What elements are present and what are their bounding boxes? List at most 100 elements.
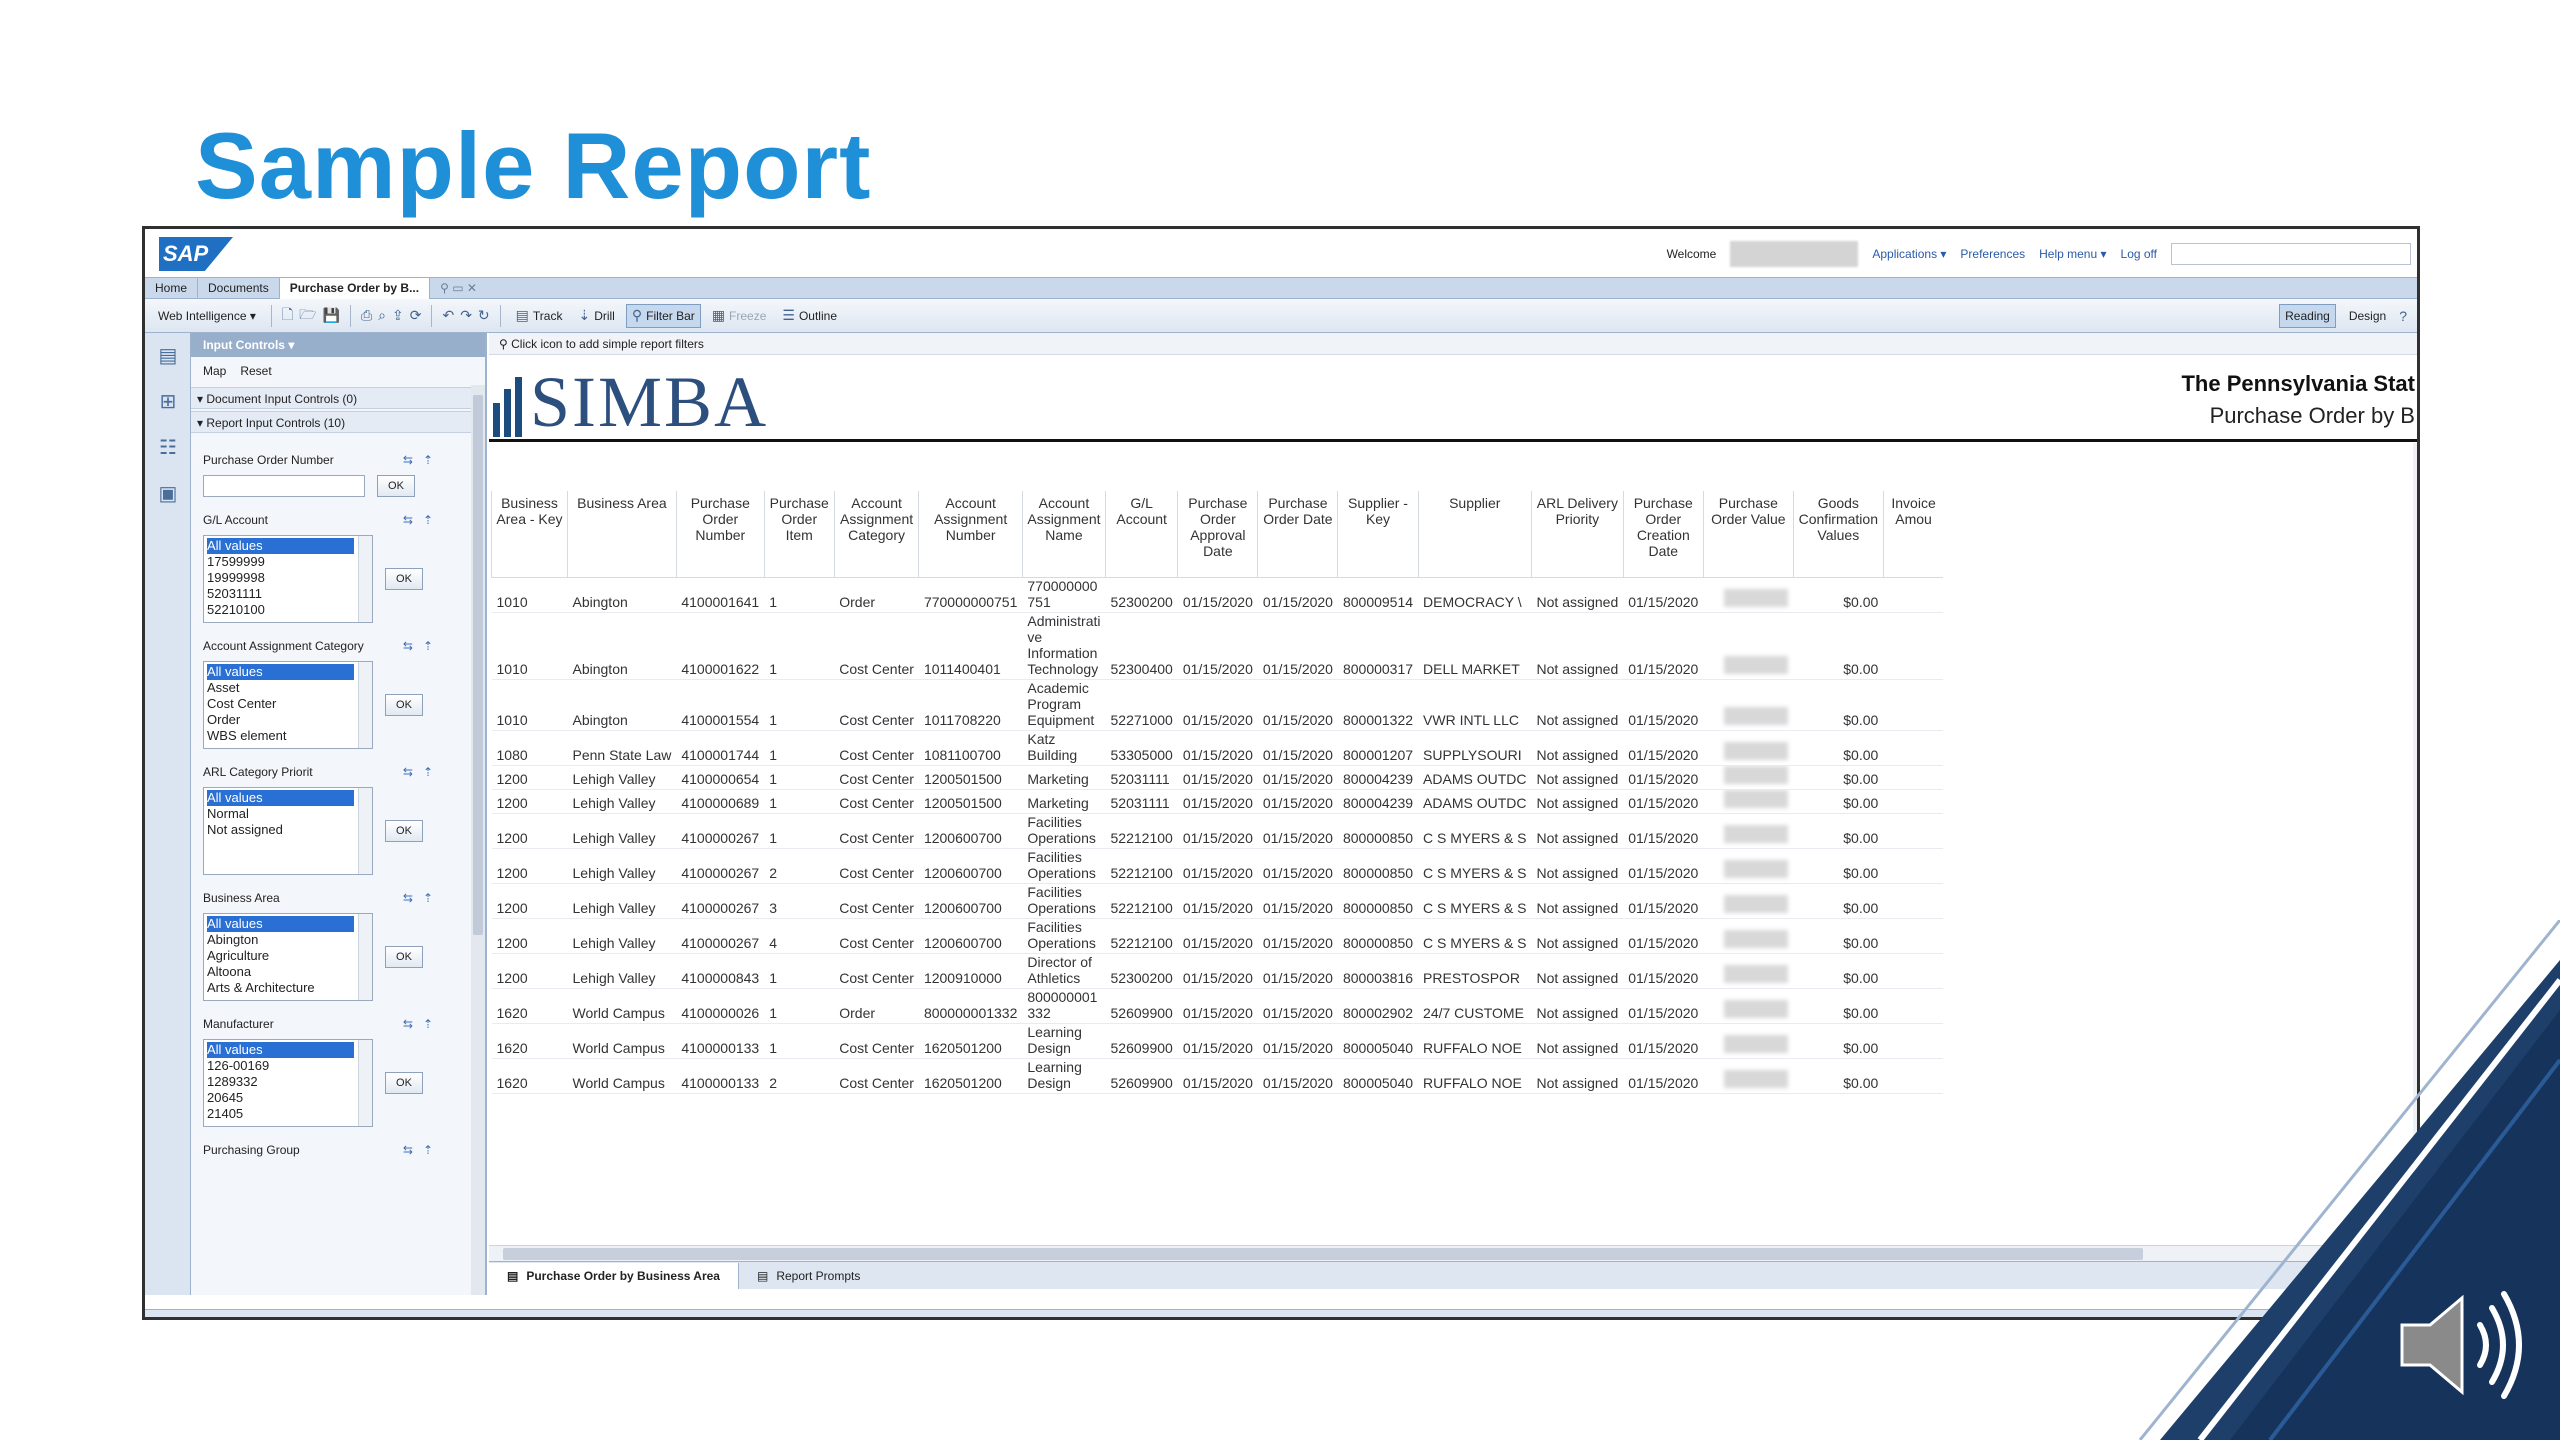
table-row[interactable]: 1620 World Campus 4100000133 2 Cost Center 16… — [491, 1058, 1944, 1094]
list-option[interactable]: All values — [207, 790, 354, 806]
pin-icon[interactable]: ⚲ ▭ ✕ — [440, 281, 477, 295]
tab-documents[interactable]: Documents — [198, 277, 280, 299]
list-option[interactable]: Agriculture — [207, 948, 270, 963]
column-header[interactable]: Goods Confirmation Values — [1792, 491, 1884, 578]
design-mode-button[interactable]: Design — [2348, 308, 2387, 323]
tab-purchase-order-by-business-area[interactable]: ▤ Purchase Order by Business Area — [489, 1262, 739, 1289]
column-header[interactable]: Purchase Order Creation Date — [1622, 491, 1704, 578]
table-row[interactable]: 1200 Lehigh Valley 4100000654 1 Cost Center 1… — [491, 765, 1944, 790]
list-option[interactable]: 19999998 — [207, 570, 265, 585]
web-intelligence-menu[interactable]: Web Intelligence ▾ — [158, 308, 256, 323]
column-header[interactable]: Invoice Amou — [1882, 491, 1944, 578]
new-document-icon[interactable]: 🗋 — [281, 305, 294, 322]
ok-button[interactable]: OK — [385, 694, 423, 716]
undo-icon[interactable]: ↶ — [442, 307, 455, 323]
refresh-data-icon[interactable]: ⟳ — [409, 307, 422, 323]
list-option[interactable]: WBS element — [207, 728, 287, 743]
list-option[interactable]: All values — [207, 664, 354, 680]
column-header[interactable]: Business Area — [567, 491, 677, 578]
horizontal-scroll-thumb[interactable] — [503, 1248, 2143, 1260]
redo-icon[interactable]: ↷ — [460, 307, 472, 323]
input-controls-icon[interactable]: ☷ — [159, 437, 177, 459]
value-listbox[interactable]: All values Normal Not assigned — [203, 787, 373, 875]
list-option[interactable]: All values — [207, 1042, 354, 1058]
listbox-scrollbar[interactable] — [358, 788, 372, 874]
column-header[interactable]: ARL Delivery Priority — [1531, 491, 1624, 578]
purchase-order-number-input[interactable] — [203, 475, 365, 497]
control-options-icon[interactable]: ⇆⇡ — [402, 513, 443, 527]
ok-button[interactable]: OK — [377, 475, 415, 497]
table-row[interactable]: 1200 Lehigh Valley 4100000267 3 Cost Center 1… — [491, 883, 1944, 919]
list-option[interactable]: All values — [207, 538, 354, 554]
column-header[interactable]: Account Assignment Category — [833, 491, 919, 578]
export-icon[interactable]: ⇪ — [391, 307, 404, 323]
list-option[interactable]: 20645 — [207, 1090, 244, 1105]
list-option[interactable]: Altoona — [207, 964, 252, 979]
filter-bar-button[interactable]: ⚲ Filter Bar — [625, 303, 701, 328]
value-listbox[interactable]: All values 17599999 19999998 52031111 522101… — [203, 535, 373, 623]
list-option[interactable]: Cost Center — [207, 696, 277, 711]
table-row[interactable]: 1010 Abington 4100001554 1 Cost Center 101170… — [491, 679, 1944, 731]
ok-button[interactable]: OK — [385, 820, 423, 842]
column-header[interactable]: Supplier - Key — [1337, 491, 1419, 578]
column-header[interactable]: Purchase Order Approval Date — [1177, 491, 1258, 578]
drill-button[interactable]: ⇣ Drill — [573, 304, 619, 328]
list-option[interactable]: 52210100 — [207, 602, 265, 617]
filter-bar[interactable]: ⚲ Click icon to add simple report filter… — [489, 333, 2417, 355]
column-header[interactable]: Purchase Order Number — [675, 491, 765, 578]
navigation-map-icon[interactable]: ⊞ — [159, 391, 177, 413]
list-option[interactable]: 17599999 — [207, 554, 265, 569]
listbox-scrollbar[interactable] — [358, 662, 372, 748]
list-option[interactable]: 1289332 — [207, 1074, 258, 1089]
horizontal-scrollbar[interactable] — [489, 1245, 2417, 1261]
value-listbox[interactable]: All values 126-00169 1289332 20645 21405 — [203, 1039, 373, 1127]
save-icon[interactable]: 💾 — [322, 307, 340, 323]
outline-button[interactable]: ☰ Outline — [777, 304, 842, 328]
control-options-icon[interactable]: ⇆⇡ — [402, 639, 443, 653]
header-search-input[interactable] — [2171, 243, 2411, 265]
table-row[interactable]: 1200 Lehigh Valley 4100000267 4 Cost Center 1… — [491, 918, 1944, 954]
document-summary-icon[interactable]: ▤ — [158, 345, 178, 367]
list-option[interactable]: 21405 — [207, 1106, 244, 1121]
help-menu[interactable]: Help menu ▾ — [2039, 247, 2107, 261]
column-header[interactable]: Purchase Order Date — [1257, 491, 1338, 578]
listbox-scrollbar[interactable] — [358, 536, 372, 622]
reading-mode-button[interactable]: Reading — [2279, 303, 2336, 328]
control-options-icon[interactable]: ⇆⇡ — [402, 1143, 443, 1157]
list-option[interactable]: 126-00169 — [207, 1058, 270, 1073]
control-options-icon[interactable]: ⇆⇡ — [402, 1017, 443, 1031]
column-header[interactable]: Supplier — [1417, 491, 1532, 578]
list-option[interactable]: Abington — [207, 932, 259, 947]
control-options-icon[interactable]: ⇆⇡ — [402, 891, 443, 905]
freeze-button[interactable]: ▦ Freeze — [707, 304, 772, 328]
column-header[interactable]: Account Assignment Number — [918, 491, 1023, 578]
column-header[interactable]: Account Assignment Name — [1021, 491, 1106, 578]
list-option[interactable]: All values — [207, 916, 354, 932]
ok-button[interactable]: OK — [385, 1072, 423, 1094]
table-row[interactable]: 1010 Abington 4100001622 1 Cost Center 101140… — [491, 612, 1944, 680]
table-row[interactable]: 1200 Lehigh Valley 4100000267 2 Cost Center 1… — [491, 848, 1944, 884]
table-row[interactable]: 1200 Lehigh Valley 4100000267 1 Cost Center 1… — [491, 813, 1944, 849]
control-options-icon[interactable]: ⇆⇡ — [402, 765, 443, 779]
table-row[interactable]: 1200 Lehigh Valley 4100000689 1 Cost Center 1… — [491, 789, 1944, 814]
list-option[interactable]: 52031111 — [207, 586, 262, 601]
input-controls-header[interactable]: Input Controls ▾ — [191, 333, 485, 357]
table-row[interactable]: 1200 Lehigh Valley 4100000843 1 Cost Center 1… — [491, 953, 1944, 989]
column-header[interactable]: Purchase Order Item — [763, 491, 835, 578]
column-header[interactable]: G/L Account — [1105, 491, 1178, 578]
speaker-icon[interactable] — [2392, 1280, 2532, 1410]
table-row[interactable]: 1620 World Campus 4100000026 1 Order 80000000… — [491, 988, 1944, 1024]
track-button[interactable]: ▤ Track — [511, 304, 568, 328]
refresh-icon[interactable]: ↻ — [477, 307, 490, 323]
log-off-link[interactable]: Log off — [2120, 247, 2157, 261]
vertical-scrollbar[interactable] — [2413, 443, 2417, 1243]
listbox-scrollbar[interactable] — [358, 1040, 372, 1126]
map-link[interactable]: Map — [203, 364, 227, 378]
print-icon[interactable]: ⎙ — [360, 307, 373, 323]
panel-scroll-thumb[interactable] — [473, 395, 483, 935]
list-option[interactable]: Asset — [207, 680, 240, 695]
open-icon[interactable]: 🗁 — [299, 305, 317, 322]
table-row[interactable]: 1620 World Campus 4100000133 1 Cost Center 16… — [491, 1023, 1944, 1059]
tab-purchase-order[interactable]: Purchase Order by B... — [279, 277, 431, 299]
list-option[interactable]: Normal — [207, 806, 249, 821]
